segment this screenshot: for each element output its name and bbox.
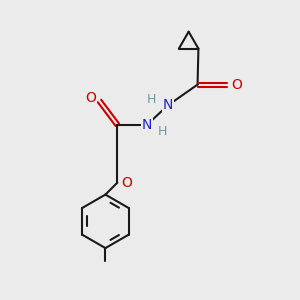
- Text: O: O: [122, 176, 132, 190]
- Text: N: N: [142, 118, 152, 132]
- Text: O: O: [231, 78, 242, 92]
- Text: O: O: [85, 91, 96, 105]
- Text: H: H: [158, 125, 167, 138]
- Text: H: H: [147, 93, 156, 106]
- Text: N: N: [163, 98, 173, 112]
